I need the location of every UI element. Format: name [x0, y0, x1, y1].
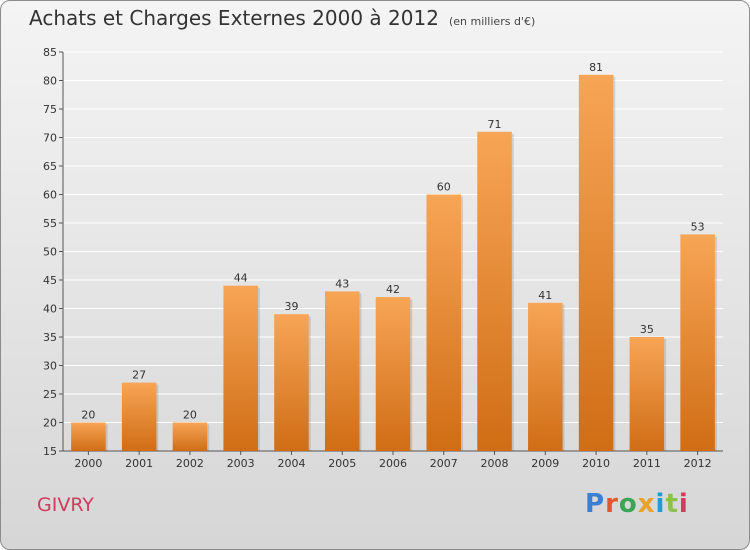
bar-2010 [578, 74, 614, 452]
commune-name: GIVRY [37, 494, 94, 516]
y-tick-label: 40 [43, 303, 57, 316]
x-tick-label-2002: 2002 [176, 457, 204, 470]
bar-2008 [477, 131, 512, 452]
bar-2007 [426, 194, 462, 451]
y-tick-label: 75 [43, 103, 57, 116]
bar-2001 [121, 382, 157, 451]
y-tick-label: 70 [43, 132, 57, 145]
y-tick-label: 50 [43, 246, 57, 259]
bar-2003 [223, 285, 258, 451]
bar-2012 [680, 234, 715, 451]
data-label-2003: 44 [234, 272, 248, 285]
x-tick-label-2008: 2008 [481, 457, 509, 470]
y-tick-label: 25 [43, 388, 57, 401]
bar-2002 [172, 422, 208, 451]
x-tick-label-2009: 2009 [531, 457, 559, 470]
data-label-2006: 42 [386, 283, 400, 296]
data-label-2000: 20 [81, 409, 95, 422]
data-label-2011: 35 [640, 323, 654, 336]
y-tick-label: 85 [43, 46, 57, 59]
data-label-2001: 27 [132, 369, 146, 382]
x-tick-label-2011: 2011 [633, 457, 661, 470]
y-tick-label: 45 [43, 274, 57, 287]
data-labels: 20 27 20 44 39 43 42 60 71 41 81 35 53 [81, 61, 704, 422]
y-tick-label: 15 [43, 445, 57, 458]
x-tick-label-2000: 2000 [74, 457, 102, 470]
x-tick-label-2006: 2006 [379, 457, 407, 470]
bar-2011 [629, 337, 665, 451]
data-label-2007: 60 [437, 181, 451, 194]
y-tick-label: 60 [43, 189, 57, 202]
data-label-2004: 39 [284, 300, 298, 313]
x-tick-label-2010: 2010 [582, 457, 610, 470]
y-tick-label: 20 [43, 417, 57, 430]
data-label-2009: 41 [538, 289, 552, 302]
data-label-2008: 71 [488, 118, 502, 131]
x-tick-label-2001: 2001 [125, 457, 153, 470]
bar-2000 [71, 422, 106, 451]
x-tick-label-2007: 2007 [430, 457, 458, 470]
x-tick-label-2005: 2005 [328, 457, 356, 470]
y-tick-label: 80 [43, 75, 57, 88]
data-label-2012: 53 [691, 220, 705, 233]
proxiti-logo[interactable]: Proxiti [585, 489, 689, 519]
data-label-2002: 20 [183, 409, 197, 422]
bars [71, 74, 717, 452]
data-label-2010: 81 [589, 61, 603, 74]
chart-title-text: Achats et Charges Externes 2000 à 2012 [29, 6, 439, 30]
y-tick-label: 55 [43, 217, 57, 230]
x-tick-label-2012: 2012 [684, 457, 712, 470]
data-label-2005: 43 [335, 277, 349, 290]
chart-subtitle: (en milliers d'€) [448, 15, 536, 28]
x-tick-label-2003: 2003 [227, 457, 255, 470]
chart-title: Achats et Charges Externes 2000 à 2012 (e… [29, 6, 535, 30]
bar-2006 [375, 297, 411, 451]
bar-2004 [274, 314, 309, 451]
bar-2005 [324, 291, 360, 451]
y-tick-label: 35 [43, 331, 57, 344]
y-tick-label: 65 [43, 160, 57, 173]
bar-2009 [528, 302, 563, 451]
x-tick-label-2004: 2004 [277, 457, 305, 470]
y-tick-label: 30 [43, 360, 57, 373]
